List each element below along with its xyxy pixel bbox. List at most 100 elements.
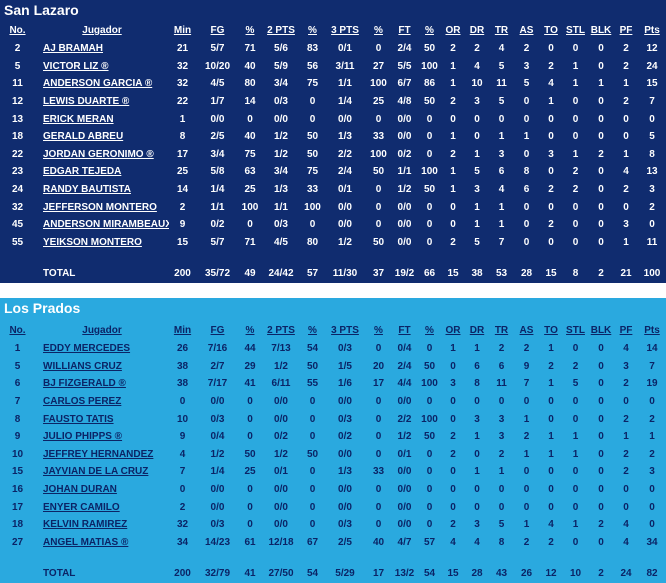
- stat-cell: 0: [239, 216, 261, 234]
- total-cell: 57: [301, 264, 324, 283]
- stat-cell: 3: [489, 428, 514, 446]
- stat-cell: 0: [301, 92, 324, 111]
- stat-cell: 0: [366, 428, 391, 446]
- stat-cell: 4: [489, 40, 514, 58]
- stat-cell: 0: [366, 392, 391, 411]
- stat-cell: 5: [489, 57, 514, 76]
- stat-cell: 0: [588, 216, 614, 234]
- stat-cell: 19: [638, 375, 666, 393]
- total-label: TOTAL: [35, 264, 169, 283]
- total-cell: 5/29: [324, 563, 366, 583]
- stat-cell: 5/5: [391, 57, 418, 76]
- stat-cell: 0: [366, 180, 391, 199]
- stat-cell: 0/0: [391, 110, 418, 128]
- stat-cell: 2: [539, 357, 563, 376]
- stat-cell: 12/18: [261, 533, 301, 552]
- stat-cell: 0: [441, 357, 465, 376]
- stat-cell: 1: [539, 92, 563, 111]
- stat-cell: 8: [514, 163, 539, 181]
- stat-cell: 0: [441, 198, 465, 216]
- total-cell: 17: [366, 563, 391, 583]
- stat-cell: 6: [465, 357, 489, 376]
- stat-cell: 4/5: [261, 233, 301, 252]
- stat-cell: 0/3: [324, 410, 366, 428]
- stat-cell: 0/1: [261, 463, 301, 481]
- stat-cell: 0: [366, 216, 391, 234]
- player-name: JORDAN GERONIMO ®: [35, 145, 169, 164]
- stat-cell: 0/0: [196, 110, 239, 128]
- stat-cell: 0: [418, 216, 441, 234]
- stat-cell: 2: [169, 198, 196, 216]
- stat-cell: 7/13: [261, 340, 301, 358]
- stat-cell: 0/0: [391, 128, 418, 146]
- stat-cell: 0: [563, 40, 588, 58]
- stat-cell: 25: [239, 180, 261, 199]
- stat-cell: 0: [418, 145, 441, 164]
- stat-cell: 1/4: [196, 180, 239, 199]
- stat-cell: 32: [169, 57, 196, 76]
- stat-cell: 0/3: [196, 516, 239, 534]
- player-name: KELVIN RAMIREZ: [35, 516, 169, 534]
- stat-cell: 8: [169, 128, 196, 146]
- stat-cell: 0/0: [391, 480, 418, 499]
- column-header: OR: [441, 321, 465, 340]
- stat-cell: 0: [465, 110, 489, 128]
- stat-cell: 0/0: [261, 498, 301, 516]
- column-header: DR: [465, 21, 489, 40]
- stat-cell: 0/0: [196, 498, 239, 516]
- stat-cell: 33: [366, 128, 391, 146]
- stat-cell: 0: [563, 233, 588, 252]
- stat-cell: 0: [441, 463, 465, 481]
- stat-cell: 3/11: [324, 57, 366, 76]
- stat-cell: 83: [301, 40, 324, 58]
- stat-cell: 3: [514, 57, 539, 76]
- stat-cell: 2: [539, 216, 563, 234]
- stat-cell: 1/1: [324, 75, 366, 93]
- total-cell: 28: [514, 264, 539, 283]
- stat-cell: 0: [638, 498, 666, 516]
- stat-cell: 0: [418, 480, 441, 499]
- stat-cell: 75: [301, 75, 324, 93]
- stat-cell: 0: [539, 480, 563, 499]
- stat-cell: 1: [489, 128, 514, 146]
- stat-cell: 1: [563, 516, 588, 534]
- stat-cell: 1: [614, 233, 638, 252]
- stat-cell: 100: [418, 410, 441, 428]
- stat-cell: 0: [588, 340, 614, 358]
- stat-cell: 7: [638, 92, 666, 111]
- stat-cell: 0: [539, 410, 563, 428]
- stat-cell: 50: [301, 128, 324, 146]
- total-cell: 13/2: [391, 563, 418, 583]
- stat-cell: 0: [489, 110, 514, 128]
- column-header: %: [301, 21, 324, 40]
- column-header: TR: [489, 321, 514, 340]
- player-name: JULIO PHIPPS ®: [35, 428, 169, 446]
- total-cell: 15: [441, 563, 465, 583]
- stat-cell: 0: [638, 516, 666, 534]
- column-header: TR: [489, 21, 514, 40]
- stat-cell: 2/4: [391, 40, 418, 58]
- stat-cell: 0: [588, 498, 614, 516]
- column-header: FT: [391, 321, 418, 340]
- stat-cell: 13: [0, 110, 35, 128]
- total-cell: 10: [563, 563, 588, 583]
- stat-cell: 1: [563, 145, 588, 164]
- column-header: FG: [196, 21, 239, 40]
- stat-cell: 50: [366, 233, 391, 252]
- total-label: TOTAL: [35, 563, 169, 583]
- stat-cell: 1: [465, 216, 489, 234]
- stat-cell: 32: [0, 198, 35, 216]
- stat-cell: 1: [563, 428, 588, 446]
- stat-cell: 22: [0, 145, 35, 164]
- stat-cell: 1: [614, 428, 638, 446]
- stat-cell: 5/8: [196, 163, 239, 181]
- stat-cell: 0: [588, 92, 614, 111]
- total-cell: 49: [239, 264, 261, 283]
- stat-cell: 0: [366, 40, 391, 58]
- total-cell: 11/30: [324, 264, 366, 283]
- stat-cell: 15: [638, 75, 666, 93]
- stat-cell: 1: [539, 375, 563, 393]
- stat-cell: 10/20: [196, 57, 239, 76]
- stat-cell: 0/0: [261, 392, 301, 411]
- stat-cell: 50: [418, 40, 441, 58]
